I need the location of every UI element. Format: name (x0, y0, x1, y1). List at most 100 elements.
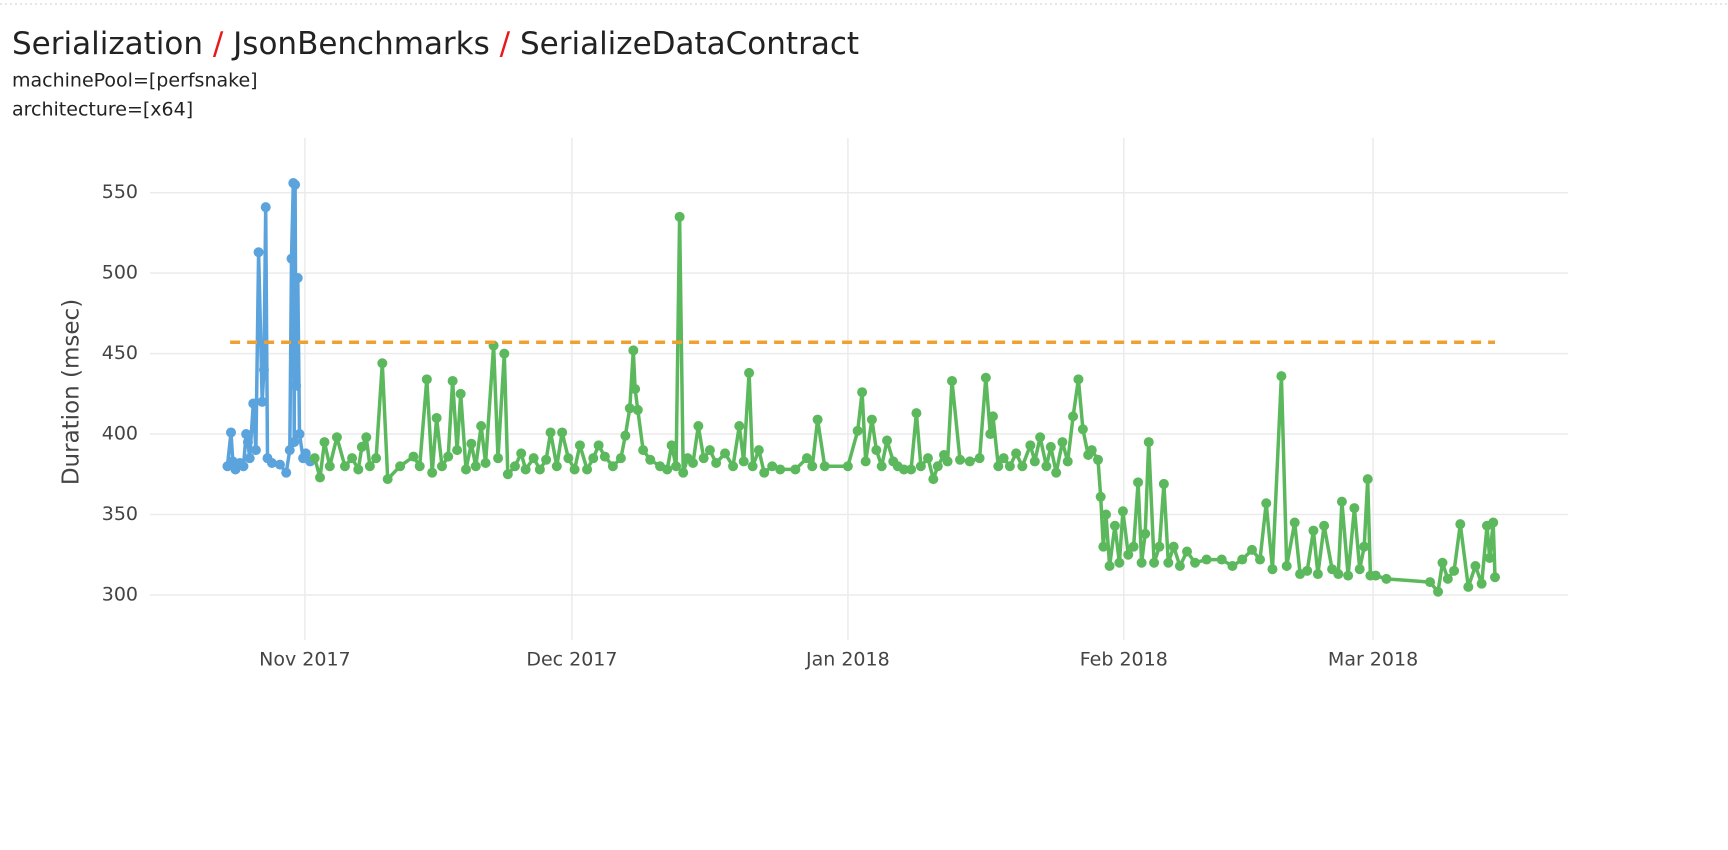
data-point (452, 445, 463, 456)
data-point (698, 453, 709, 464)
title-part: Serialization (12, 26, 203, 62)
y-tick-label: 300 (102, 583, 138, 605)
data-point (624, 403, 635, 414)
data-point (1455, 519, 1466, 530)
data-point (447, 375, 458, 386)
data-point (395, 461, 406, 472)
data-point (1267, 564, 1278, 575)
data-point (319, 437, 330, 448)
data-point (678, 467, 689, 478)
data-point (242, 437, 253, 448)
data-point (466, 438, 477, 449)
data-point (620, 430, 631, 441)
data-point (615, 453, 626, 464)
data-point (987, 411, 998, 422)
data-point (599, 451, 610, 462)
data-point (258, 364, 269, 375)
data-point (290, 179, 301, 190)
data-point (974, 453, 985, 464)
data-point (866, 414, 877, 425)
y-tick-label: 400 (102, 423, 138, 445)
data-point (257, 396, 268, 407)
data-point (1086, 445, 1097, 456)
data-point (1237, 554, 1248, 565)
data-point (1182, 546, 1193, 557)
data-point (364, 461, 375, 472)
data-point (1093, 454, 1104, 465)
data-point (807, 461, 818, 472)
data-point (1011, 448, 1022, 459)
data-point (339, 461, 350, 472)
x-tick-label: Feb 2018 (1080, 649, 1168, 671)
data-point (852, 425, 863, 436)
data-point (520, 464, 531, 475)
data-point (377, 358, 388, 369)
data-point (1381, 573, 1392, 584)
x-tick-label: Mar 2018 (1328, 649, 1418, 671)
data-point (226, 427, 237, 438)
data-point (630, 384, 641, 394)
data-point (1227, 560, 1238, 571)
data-point (1029, 456, 1040, 467)
data-point (857, 387, 868, 398)
data-point (563, 453, 574, 464)
data-point (1017, 461, 1028, 472)
data-point (250, 445, 261, 456)
data-point (1136, 557, 1147, 568)
data-point (1104, 560, 1115, 571)
data-point (289, 437, 300, 448)
data-point (347, 453, 358, 464)
data-point (286, 253, 297, 264)
data-point (480, 458, 491, 469)
data-point (998, 453, 1009, 464)
data-point (1302, 565, 1313, 576)
data-point (353, 464, 364, 475)
data-point (274, 459, 285, 470)
data-point (871, 445, 882, 456)
data-point (911, 408, 922, 419)
data-point (1025, 440, 1036, 451)
data-point (569, 464, 580, 475)
y-tick-label: 450 (102, 342, 138, 364)
data-point (662, 464, 673, 475)
data-point (1114, 557, 1125, 568)
data-point (1149, 557, 1160, 568)
data-point (1201, 554, 1212, 565)
data-point (738, 456, 749, 467)
data-point (1041, 461, 1052, 472)
data-point (1098, 541, 1109, 552)
data-point (443, 451, 454, 462)
data-point (1319, 520, 1330, 531)
data-point (1362, 474, 1373, 485)
data-point (1463, 581, 1474, 592)
data-point (499, 348, 510, 359)
data-point (980, 372, 991, 383)
data-point (759, 467, 770, 478)
data-point (1117, 506, 1128, 517)
data-point (1143, 437, 1154, 448)
data-point (582, 464, 593, 475)
data-point (361, 432, 372, 443)
subtitle: machinePool=[perfsnake] (12, 70, 258, 92)
data-point (534, 464, 545, 475)
data-point (687, 458, 698, 469)
title-part: SerializeDataContract (520, 26, 859, 62)
data-point (898, 464, 909, 475)
y-axis-title: Duration (msec) (59, 299, 85, 485)
data-point (1437, 557, 1448, 568)
data-point (882, 435, 893, 446)
data-point (574, 440, 585, 451)
data-point (528, 453, 539, 464)
data-point (431, 412, 442, 423)
data-point (557, 427, 568, 438)
data-point (509, 461, 520, 472)
data-point (711, 458, 722, 469)
data-point (241, 429, 252, 440)
data-point (1133, 477, 1144, 488)
data-point (371, 453, 382, 464)
data-point (408, 451, 419, 462)
data-point (728, 461, 739, 472)
data-point (238, 461, 249, 472)
